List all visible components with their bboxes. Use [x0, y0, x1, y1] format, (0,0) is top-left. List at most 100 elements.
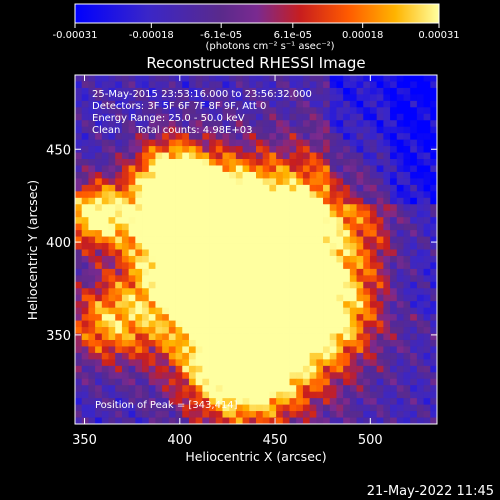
heatmap-cell	[108, 255, 116, 263]
heatmap-cell	[376, 352, 384, 360]
heatmap-cell	[296, 346, 304, 354]
heatmap-cell	[235, 236, 243, 244]
heatmap-cell	[369, 255, 378, 263]
heatmap-cell	[175, 87, 183, 95]
heatmap-cell	[95, 255, 103, 263]
heatmap-cell	[235, 411, 243, 418]
heatmap-cell	[430, 184, 438, 192]
heatmap-cell	[356, 327, 364, 334]
heatmap-cell	[416, 94, 424, 102]
heatmap-cell	[289, 75, 297, 82]
heatmap-cell	[356, 314, 364, 321]
heatmap-cell	[81, 197, 89, 205]
heatmap-cell	[162, 210, 170, 218]
heatmap-cell	[249, 120, 257, 128]
heatmap-cell	[383, 146, 391, 153]
heatmap-cell	[349, 236, 357, 244]
heatmap-cell	[430, 75, 438, 82]
heatmap-cell	[242, 301, 250, 309]
heatmap-cell	[175, 391, 183, 399]
heatmap-cell	[336, 301, 344, 309]
heatmap-cell	[168, 333, 176, 341]
heatmap-cell	[121, 204, 130, 212]
heatmap-cell	[222, 133, 230, 141]
heatmap-cell	[316, 359, 324, 367]
heatmap-cell	[142, 320, 150, 328]
heatmap-cell	[182, 314, 190, 321]
heatmap-cell	[416, 126, 424, 134]
heatmap-cell	[121, 236, 130, 244]
heatmap-cell	[135, 327, 143, 334]
heatmap-cell	[155, 346, 163, 354]
heatmap-cell	[229, 352, 237, 360]
heatmap-cell	[269, 288, 277, 296]
heatmap-cell	[142, 352, 150, 360]
heatmap-cell	[376, 75, 384, 82]
heatmap-cell	[349, 191, 357, 199]
heatmap-cell	[142, 404, 150, 412]
heatmap-cell	[369, 268, 378, 276]
heatmap-cell	[229, 191, 237, 199]
heatmap-cell	[202, 197, 210, 205]
heatmap-cell	[162, 100, 170, 108]
heatmap-cell	[423, 320, 431, 328]
annotation-detectors: Detectors: 3F 5F 6F 7F 8F 9F, Att 0	[92, 101, 266, 112]
heatmap-cell	[88, 184, 96, 192]
heatmap-cell	[235, 146, 243, 153]
heatmap-cell	[296, 352, 304, 360]
heatmap-cell	[269, 120, 277, 128]
heatmap-cell	[215, 339, 223, 347]
heatmap-cell	[410, 398, 418, 406]
heatmap-cell	[249, 133, 257, 141]
heatmap-cell	[242, 223, 250, 231]
heatmap-cell	[168, 126, 176, 134]
heatmap-cell	[329, 378, 337, 386]
heatmap-cell	[336, 385, 344, 393]
heatmap-cell	[356, 320, 364, 328]
heatmap-cell	[188, 81, 197, 89]
heatmap-cell	[108, 210, 116, 218]
heatmap-cell	[209, 107, 217, 115]
heatmap-cell	[148, 404, 156, 412]
heatmap-cell	[316, 333, 324, 341]
heatmap-cell	[403, 268, 411, 276]
heatmap-cell	[115, 146, 123, 153]
heatmap-cell	[276, 398, 284, 406]
heatmap-cell	[316, 171, 324, 179]
heatmap-cell	[269, 81, 277, 89]
heatmap-cell	[262, 391, 270, 399]
heatmap-cell	[363, 327, 371, 334]
heatmap-cell	[363, 217, 371, 225]
heatmap-cell	[269, 352, 277, 360]
heatmap-cell	[282, 346, 290, 354]
heatmap-cell	[88, 217, 96, 225]
heatmap-cell	[356, 165, 364, 173]
heatmap-cell	[162, 113, 170, 121]
heatmap-cell	[128, 352, 136, 360]
heatmap-cell	[182, 249, 190, 257]
heatmap-cell	[168, 230, 176, 237]
heatmap-cell	[249, 191, 257, 199]
heatmap-cell	[222, 165, 230, 173]
heatmap-cell	[235, 417, 243, 425]
heatmap-cell	[155, 417, 163, 425]
heatmap-cell	[383, 230, 391, 237]
heatmap-cell	[175, 120, 183, 128]
heatmap-cell	[349, 346, 357, 354]
heatmap-cell	[430, 139, 438, 147]
heatmap-cell	[115, 262, 123, 270]
heatmap-cell	[323, 262, 331, 270]
heatmap-cell	[128, 197, 136, 205]
heatmap-cell	[316, 184, 324, 192]
heatmap-cell	[396, 184, 404, 192]
heatmap-cell	[343, 94, 351, 102]
heatmap-cell	[128, 184, 136, 192]
heatmap-cell	[396, 107, 404, 115]
heatmap-cell	[101, 359, 109, 367]
heatmap-cell	[416, 210, 424, 218]
heatmap-cell	[410, 327, 418, 334]
heatmap-cell	[430, 359, 438, 367]
heatmap-cell	[195, 262, 203, 270]
heatmap-cell	[101, 146, 109, 153]
heatmap-cell	[128, 217, 136, 225]
